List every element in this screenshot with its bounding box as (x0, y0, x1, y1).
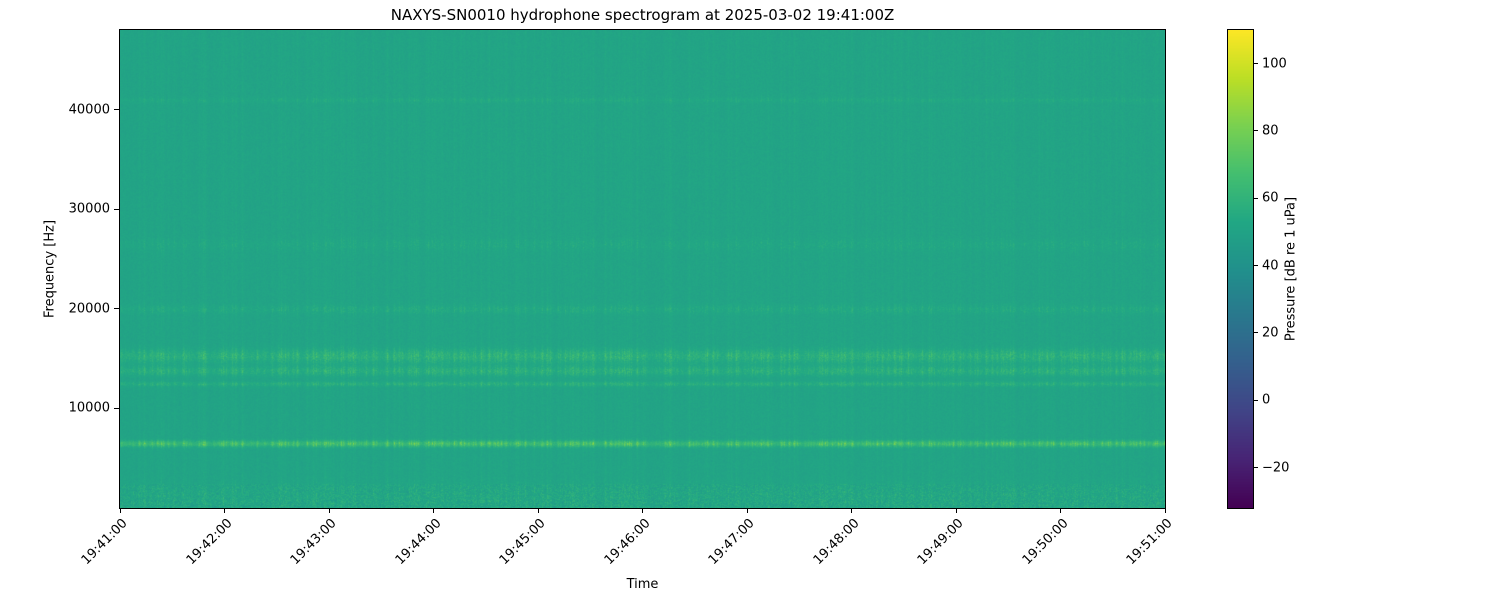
colorbar-label: Pressure [dB re 1 uPa] (1283, 196, 1299, 342)
colorbar-tick-label: 100 (1262, 56, 1287, 72)
colorbar-tick-mark (1254, 399, 1258, 401)
y-tick-label: 10000 (68, 400, 110, 416)
spectrogram-heatmap-canvas (120, 30, 1165, 508)
colorbar-tick-label: 0 (1262, 392, 1271, 408)
colorbar-tick-label: 80 (1262, 123, 1279, 139)
colorbar-tick-mark (1254, 265, 1258, 267)
colorbar-tick-mark (1254, 197, 1258, 199)
plot-area (119, 29, 1166, 509)
colorbar-tick-label: 60 (1262, 190, 1279, 206)
colorbar-gradient-canvas (1228, 30, 1253, 508)
colorbar (1227, 29, 1254, 509)
colorbar-tick-mark (1254, 63, 1258, 65)
y-tick-label: 30000 (68, 201, 110, 217)
colorbar-tick-mark (1254, 467, 1258, 469)
x-axis-label: Time (626, 577, 659, 592)
chart-title: NAXYS-SN0010 hydrophone spectrogram at 2… (390, 6, 895, 24)
y-tick-label: 40000 (68, 102, 110, 118)
colorbar-tick-mark (1254, 332, 1258, 334)
colorbar-tick-label: 40 (1262, 258, 1279, 274)
colorbar-tick-label: −20 (1262, 460, 1290, 476)
y-axis-label: Frequency [Hz] (42, 219, 58, 319)
colorbar-tick-label: 20 (1262, 325, 1279, 341)
colorbar-tick-mark (1254, 130, 1258, 132)
